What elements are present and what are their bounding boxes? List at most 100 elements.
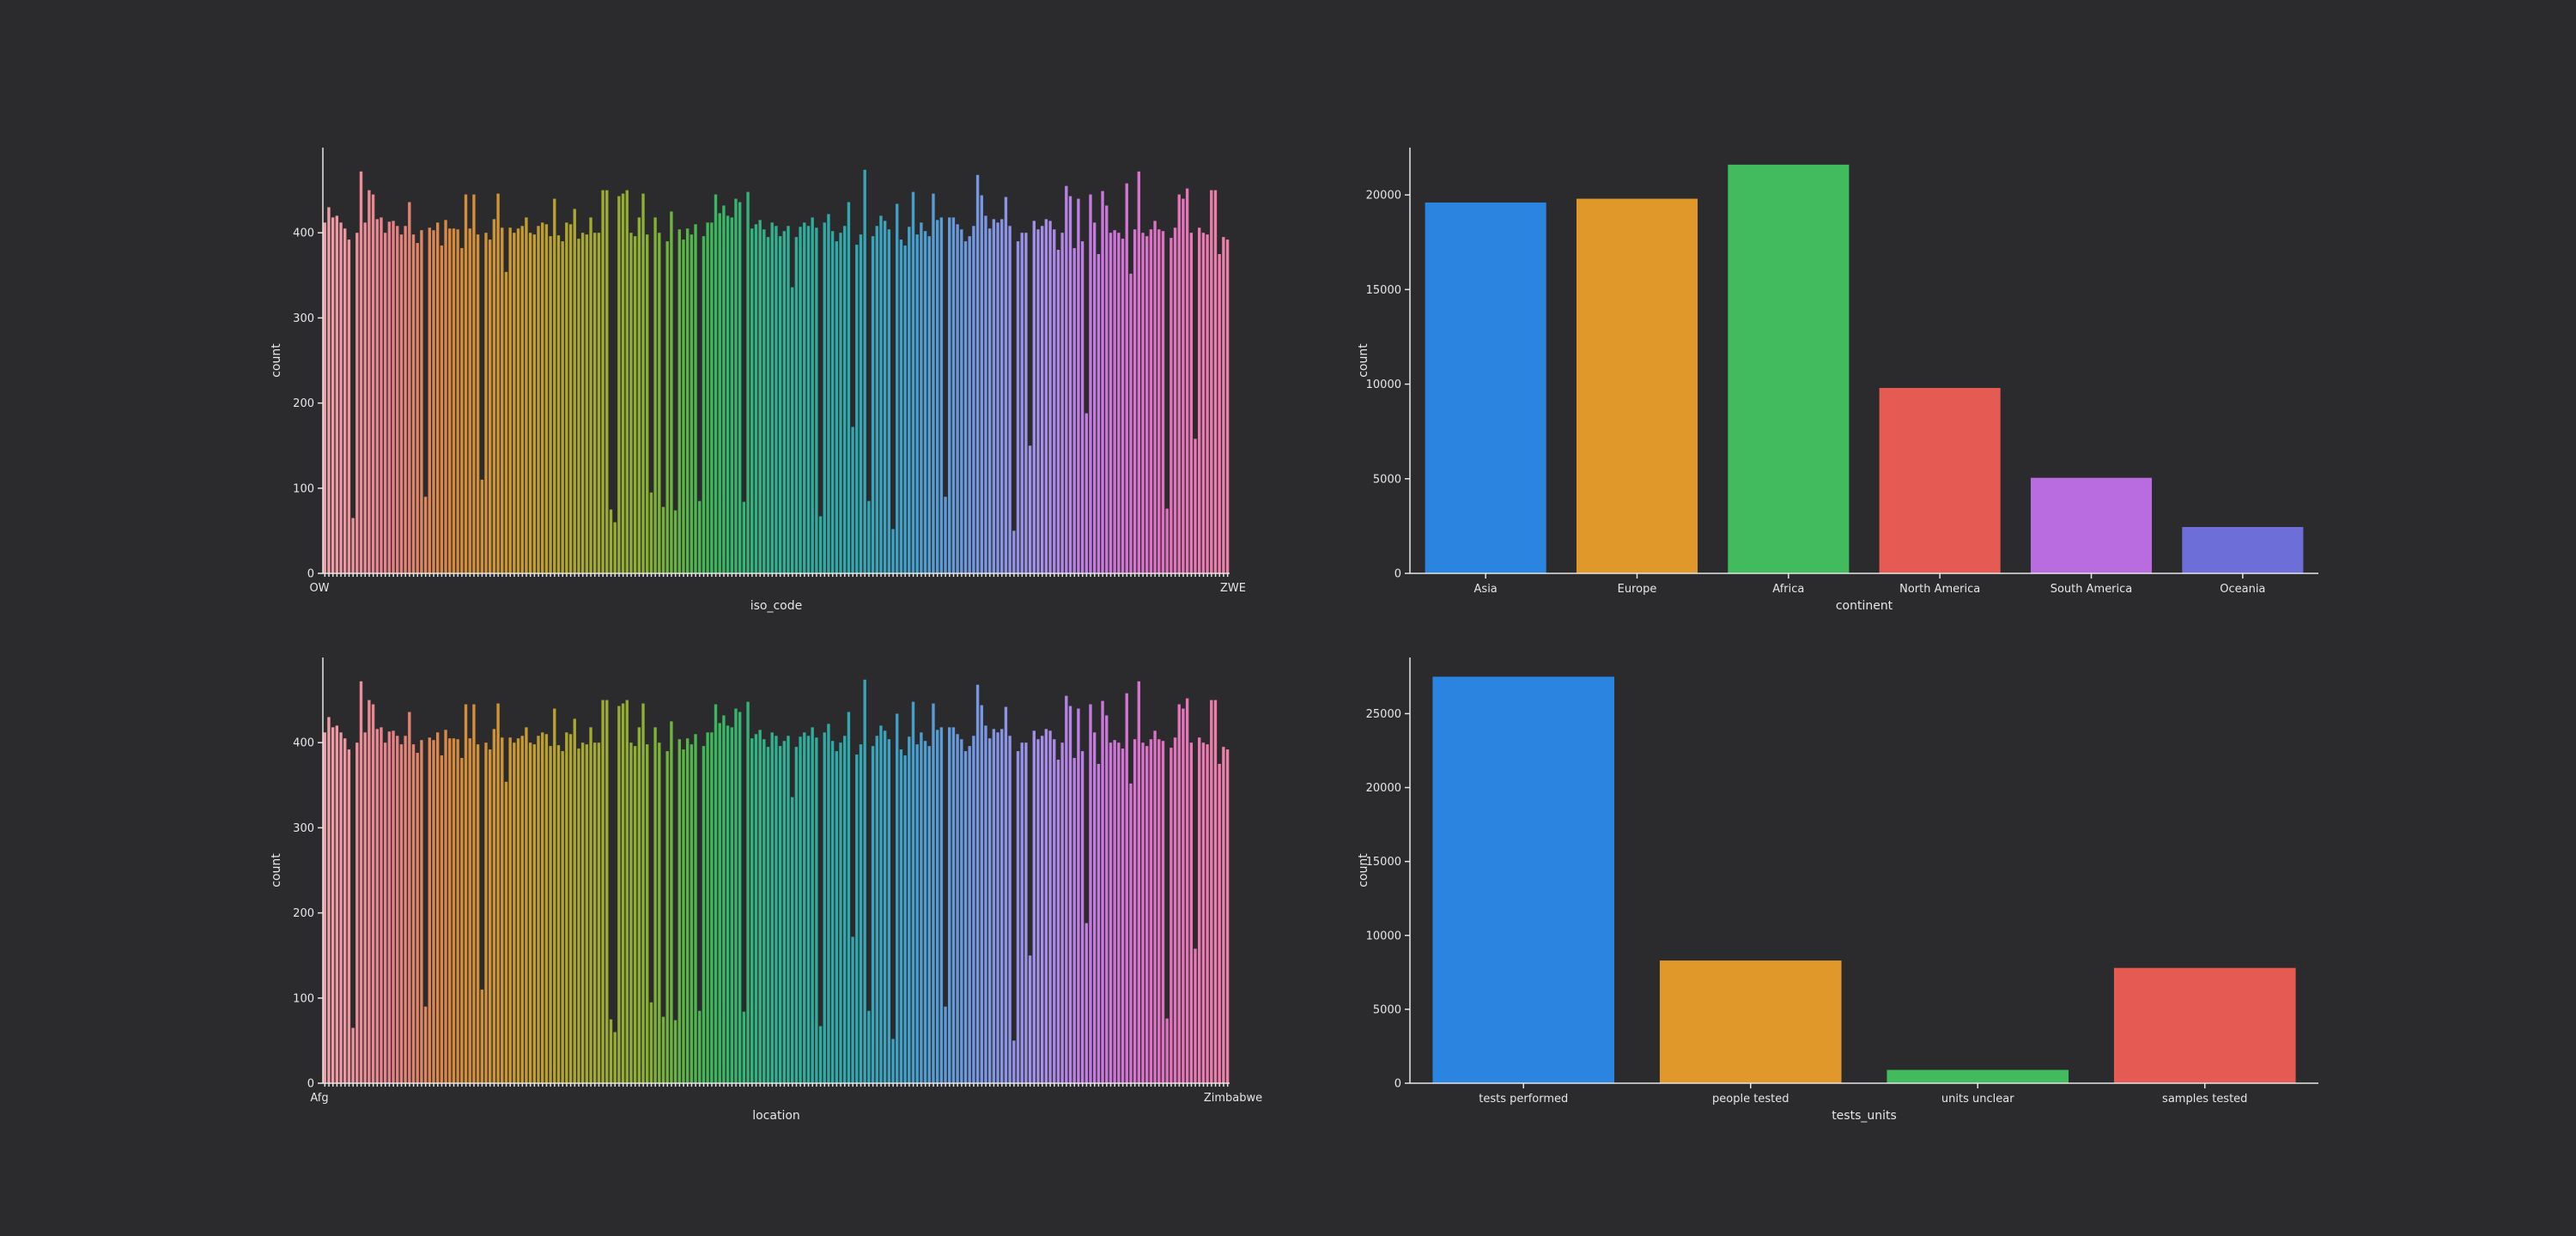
tests-units-x-tick-label: tests performed <box>1479 1093 1568 1106</box>
location-bar <box>613 1032 617 1083</box>
location-bar <box>1145 746 1149 1083</box>
iso-code-bar <box>1170 238 1173 573</box>
location-bar <box>975 684 980 1083</box>
location-bar <box>568 734 573 1083</box>
location-bar <box>1206 744 1209 1083</box>
iso-code-bar <box>1213 190 1218 573</box>
iso-code-bar <box>968 236 971 573</box>
location-bar <box>629 742 633 1083</box>
iso-code-bar <box>879 215 883 574</box>
iso-code-bar <box>585 234 589 573</box>
iso-code-bar <box>573 209 576 573</box>
continent-y-label: count <box>1357 343 1370 378</box>
location-bar <box>879 725 883 1083</box>
location-bar <box>508 737 512 1083</box>
location-bar <box>899 749 903 1083</box>
iso-code-bar <box>734 198 738 573</box>
iso-code-bar <box>1182 198 1185 573</box>
location-bar <box>698 1010 702 1083</box>
iso-code-bar <box>1194 439 1197 573</box>
location-bar <box>589 727 592 1083</box>
iso-code-bar <box>1080 241 1084 573</box>
location-bar <box>1177 704 1181 1083</box>
iso-code-bar <box>665 241 669 573</box>
location-bar <box>525 727 528 1083</box>
iso-code-bar <box>963 241 968 573</box>
location-bar <box>399 744 404 1083</box>
iso-code-bar <box>577 239 580 573</box>
iso-code-bar <box>714 194 718 573</box>
iso-code-bar <box>440 245 444 573</box>
iso-code-bar <box>335 215 339 574</box>
location-bar <box>375 729 379 1083</box>
location-bar <box>1072 758 1076 1083</box>
continent-bar-africa <box>1728 164 1850 573</box>
continent-bar-asia <box>1425 202 1546 573</box>
iso-code-bar <box>1028 445 1032 573</box>
iso-code-bar <box>347 239 351 573</box>
continent-x-tick-label: Africa <box>1772 583 1804 596</box>
iso-code-bar <box>380 217 383 573</box>
location-bar <box>1028 955 1032 1083</box>
iso-code-bar <box>420 230 423 573</box>
iso-code-bar <box>770 222 774 573</box>
iso-code-bar <box>448 228 452 573</box>
iso-code-bar <box>903 245 907 573</box>
continent-bar-north-america <box>1879 387 2001 573</box>
location-bar <box>677 739 681 1083</box>
location-bar <box>658 742 661 1083</box>
iso-code-bar <box>387 221 392 573</box>
continent-y-tick-label: 15000 <box>1366 284 1401 297</box>
iso-code-bar <box>1189 233 1194 573</box>
location-bar <box>1161 741 1165 1083</box>
location-bar <box>734 708 738 1083</box>
iso-code-bar <box>975 174 980 573</box>
iso-code-bar <box>867 500 871 573</box>
location-bar <box>1089 704 1092 1083</box>
location-bar <box>963 751 968 1083</box>
iso-code-bar <box>758 220 762 573</box>
location-bar <box>549 746 552 1083</box>
location-bar <box>682 749 685 1083</box>
location-bar <box>1092 732 1097 1083</box>
tests-units-x-ticks: tests performed people tested units unclea… <box>1479 1083 2247 1106</box>
iso-code-bar <box>927 236 931 573</box>
iso-code-bar <box>762 229 766 573</box>
iso-code-bar <box>722 205 726 573</box>
location-bar <box>794 747 799 1083</box>
location-bar <box>1053 739 1056 1083</box>
iso-code-bar <box>863 169 866 574</box>
continent-y-ticks: 0 5000 10000 15000 20000 <box>1366 190 1410 581</box>
location-bar <box>775 736 778 1083</box>
location-bar <box>472 704 476 1083</box>
location-x-tick-label-first: Afg <box>310 1092 328 1105</box>
iso-code-bar <box>803 222 806 573</box>
iso-code-bar <box>1101 191 1104 574</box>
location-bar <box>935 730 939 1083</box>
location-bar <box>423 1006 428 1083</box>
location-bar <box>1153 730 1157 1083</box>
location-bar <box>883 730 887 1083</box>
location-bars <box>323 679 1230 1083</box>
location-y-label: count <box>270 853 283 888</box>
location-bar <box>1101 700 1104 1083</box>
location-bar <box>392 730 395 1083</box>
location-y-tick-label: 200 <box>293 907 314 920</box>
iso-code-y-tick-label: 200 <box>293 397 314 410</box>
location-bar <box>915 744 919 1083</box>
iso-code-bar <box>984 215 987 574</box>
location-bar <box>653 727 657 1083</box>
iso-code-bar <box>1185 188 1189 573</box>
iso-code-bar <box>806 226 811 573</box>
iso-code-bar <box>408 202 411 573</box>
iso-code-bar <box>706 222 709 573</box>
iso-code-bar <box>1084 413 1088 573</box>
iso-code-bar <box>778 236 782 573</box>
location-bar <box>1157 739 1161 1083</box>
location-bar <box>335 725 339 1083</box>
continent-x-label: continent <box>1836 599 1893 613</box>
continent-bars <box>1425 164 2304 573</box>
iso-code-bar <box>1109 233 1113 573</box>
continent-x-tick-label: Asia <box>1474 583 1498 596</box>
iso-code-bar <box>702 236 706 573</box>
